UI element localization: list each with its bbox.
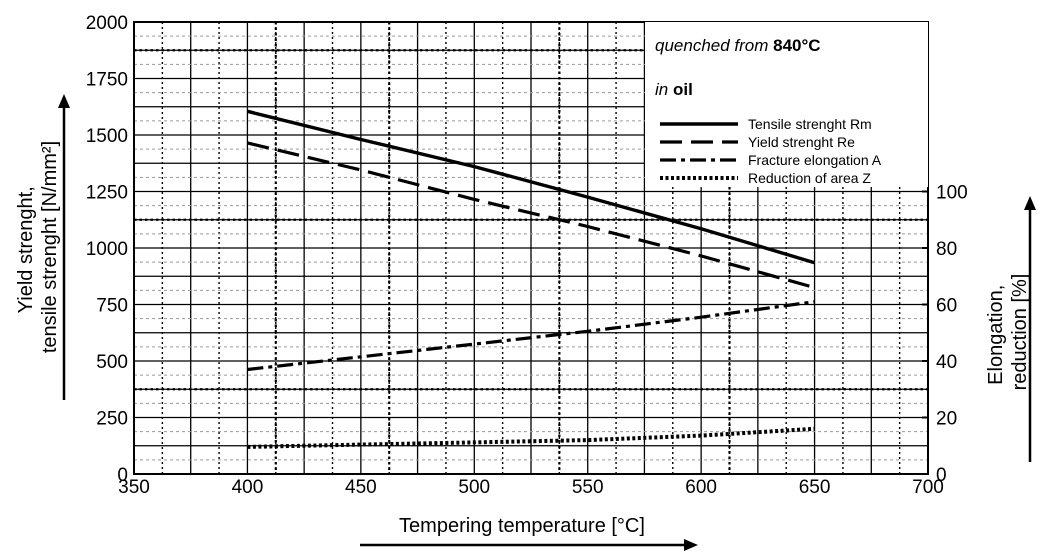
series-line-2: [247, 300, 815, 372]
tick-labels: 350 400 450 500 550 600 650 7000250500750100012…: [86, 13, 968, 498]
x-tick-label: 600: [685, 477, 717, 498]
annotation-line-1: quenched from 840°C: [655, 36, 821, 55]
x-axis-label: Tempering temperature [°C]: [399, 515, 645, 537]
legend-label-2: Fracture elongation A: [748, 152, 882, 168]
y-left-tick-label: 2000: [86, 13, 128, 34]
series-line-0: [246, 109, 816, 265]
series-lines: [246, 109, 816, 449]
x-tick-label: 400: [232, 477, 264, 498]
series-line-3: [247, 426, 815, 449]
x-tick-label: 450: [345, 477, 377, 498]
y-left-axis-label: Yield strenght, tensile strenght [N/mm²]: [15, 141, 61, 353]
y-left-tick-label: 0: [117, 465, 128, 486]
y-left-label-line-2: tensile strenght [N/mm²]: [39, 141, 61, 353]
y-right-tick-label: 20: [936, 409, 957, 430]
y-left-tick-label: 1250: [86, 183, 128, 204]
x-tick-label: 650: [799, 477, 831, 498]
legend-label-3: Reduction of area Z: [748, 170, 871, 186]
legend-label-1: Yield strenght Re: [748, 134, 855, 150]
x-tick-label: 350: [118, 477, 150, 498]
y-right-axis-arrowhead: [1024, 196, 1036, 210]
y-right-label-line-1: Elongation,: [985, 285, 1007, 385]
y-left-axis-arrowhead: [58, 94, 70, 108]
y-left-tick-label: 500: [96, 352, 128, 373]
y-right-tick-label: 60: [936, 296, 957, 317]
y-left-tick-label: 250: [96, 409, 128, 430]
y-right-label-line-2: reduction [%]: [1009, 274, 1031, 391]
legend-box: quenched from 840°C in oil Tensile stren…: [645, 22, 928, 187]
y-left-tick-label: 1000: [86, 239, 128, 260]
legend: Tensile strenght Rm Yield strenght Re Frac…: [660, 116, 882, 186]
plot-frame: [133, 21, 929, 475]
x-axis-arrowhead: [684, 539, 698, 551]
y-left-tick-label: 750: [96, 296, 128, 317]
y-right-axis-label: Elongation, reduction [%]: [985, 274, 1031, 391]
legend-label-0: Tensile strenght Rm: [748, 116, 872, 132]
x-tick-label: 500: [458, 477, 490, 498]
y-right-tick-label: 100: [936, 183, 968, 204]
y-right-tick-label: 0: [936, 465, 947, 486]
y-left-tick-label: 1750: [86, 70, 128, 91]
y-left-tick-label: 1500: [86, 126, 128, 147]
series-line-1: [247, 141, 816, 290]
x-tick-label: 550: [572, 477, 604, 498]
y-left-label-line-1: Yield strenght,: [15, 186, 37, 313]
y-right-tick-label: 80: [936, 239, 957, 260]
y-right-tick-label: 40: [936, 352, 957, 373]
x-tick-label: 700: [912, 477, 944, 498]
annotation-line-2: in oil: [655, 80, 693, 99]
